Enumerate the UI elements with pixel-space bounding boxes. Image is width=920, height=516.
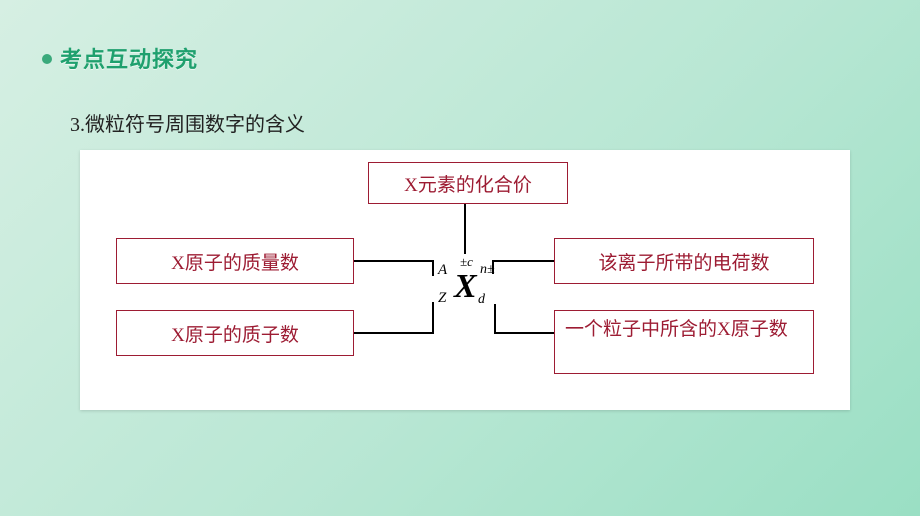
- connector-line: [432, 302, 434, 334]
- box-valence-text: X元素的化合价: [404, 170, 532, 197]
- connector-line: [494, 332, 554, 334]
- label-A: A: [438, 262, 447, 279]
- label-d: d: [478, 292, 485, 308]
- box-proton-number: X原子的质子数: [116, 310, 354, 356]
- connector-line: [354, 332, 434, 334]
- section-header: 考点互动探究: [42, 42, 198, 74]
- bullet-icon: [42, 54, 52, 64]
- connector-line: [492, 260, 554, 262]
- connector-line: [432, 260, 434, 276]
- diagram-panel: X元素的化合价 X原子的质量数 X原子的质子数 该离子所带的电荷数 一个粒子中所…: [80, 150, 850, 410]
- connector-line: [492, 260, 494, 274]
- connector-line: [494, 304, 496, 334]
- box-proton-number-text: X原子的质子数: [171, 320, 299, 347]
- box-ion-charge-text: 该离子所带的电荷数: [598, 248, 769, 275]
- box-ion-charge: 该离子所带的电荷数: [554, 238, 814, 284]
- box-atom-count-text: 一个粒子中所含的X原子数: [565, 317, 788, 343]
- label-X: X: [454, 268, 477, 306]
- box-mass-number: X原子的质量数: [116, 238, 354, 284]
- box-atom-count: 一个粒子中所含的X原子数: [554, 310, 814, 374]
- box-valence: X元素的化合价: [368, 162, 568, 204]
- nuclide-symbol: A Z ±c X n± d: [454, 268, 494, 308]
- section-title: 考点互动探究: [60, 42, 198, 74]
- box-mass-number-text: X原子的质量数: [171, 248, 299, 275]
- label-Z: Z: [438, 290, 446, 307]
- subheading: 3.微粒符号周围数字的含义: [70, 108, 305, 137]
- connector-line: [354, 260, 432, 262]
- connector-line: [464, 204, 466, 254]
